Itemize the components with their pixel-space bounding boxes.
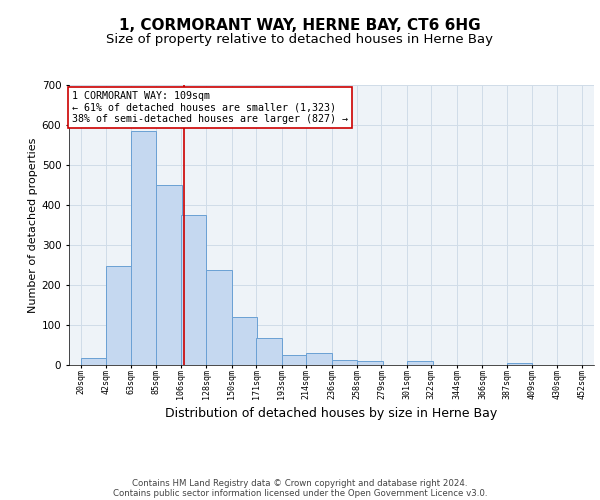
Bar — [256, 338, 281, 365]
Bar — [306, 353, 331, 365]
Text: Contains public sector information licensed under the Open Government Licence v3: Contains public sector information licen… — [113, 488, 487, 498]
Bar — [407, 361, 433, 365]
X-axis label: Distribution of detached houses by size in Herne Bay: Distribution of detached houses by size … — [166, 408, 497, 420]
Bar — [357, 361, 383, 365]
Bar — [331, 360, 357, 365]
Bar — [206, 270, 232, 365]
Text: 1, CORMORANT WAY, HERNE BAY, CT6 6HG: 1, CORMORANT WAY, HERNE BAY, CT6 6HG — [119, 18, 481, 32]
Bar — [131, 131, 156, 365]
Bar — [232, 317, 257, 365]
Text: 1 CORMORANT WAY: 109sqm
← 61% of detached houses are smaller (1,323)
38% of semi: 1 CORMORANT WAY: 109sqm ← 61% of detache… — [73, 91, 349, 124]
Bar — [181, 215, 206, 365]
Text: Contains HM Land Registry data © Crown copyright and database right 2024.: Contains HM Land Registry data © Crown c… — [132, 478, 468, 488]
Bar — [106, 266, 132, 365]
Bar — [80, 358, 106, 365]
Bar — [156, 185, 182, 365]
Text: Size of property relative to detached houses in Herne Bay: Size of property relative to detached ho… — [107, 32, 493, 46]
Y-axis label: Number of detached properties: Number of detached properties — [28, 138, 38, 312]
Bar — [507, 363, 532, 365]
Bar — [281, 355, 307, 365]
